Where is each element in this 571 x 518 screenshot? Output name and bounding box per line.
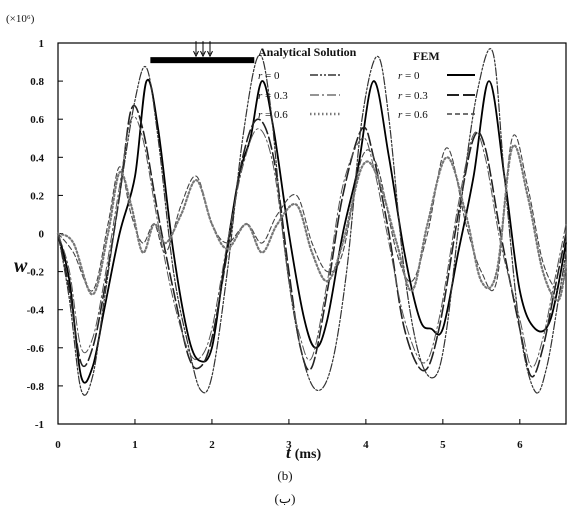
series-line-fem-0 <box>57 78 567 384</box>
load-bar <box>150 57 255 64</box>
series-line-analytical-4 <box>57 115 567 368</box>
legend: Analytical Solution FEM r = 0 r = 0.3 r = … <box>258 45 475 121</box>
x-tick-labels: 0 1 2 3 4 5 6 <box>55 439 523 451</box>
x-tick-label: 6 <box>517 439 523 451</box>
caption-b: (b) <box>277 468 292 483</box>
caption-arabic: (ب) <box>275 491 296 506</box>
series-line-analytical-3 <box>57 48 567 396</box>
y-multiplier-label: (×10⁶) <box>6 13 35 25</box>
y-tick-labels: 1 0.8 0.6 0.4 0.2 0 -0.2 -0.4 -0.6 -0.8 -1 <box>27 38 45 431</box>
y-tick-label: 0 <box>39 229 45 241</box>
legend-heading-analytical: Analytical Solution <box>258 45 357 59</box>
x-tick-label: 1 <box>132 439 138 451</box>
analytical-legend-label: r = 0.6 <box>258 109 288 121</box>
x-tick-label: 4 <box>363 439 369 451</box>
y-tick-label: -0.8 <box>27 381 45 393</box>
fem-legend-label: r = 0.3 <box>398 90 428 102</box>
y-tick-label: 1 <box>39 38 45 50</box>
analytical-legend-label: r = 0 <box>258 70 280 82</box>
y-axis-title: w <box>14 255 28 277</box>
legend-heading-fem: FEM <box>413 49 440 63</box>
x-axis-title: t (ms) <box>286 443 322 462</box>
fem-legend-label: r = 0.6 <box>398 109 428 121</box>
series-line-fem-2 <box>57 134 567 292</box>
y-tick-label: -0.4 <box>27 305 45 317</box>
x-tick-label: 5 <box>440 439 446 451</box>
y-tick-label: 0.8 <box>30 76 44 88</box>
y-tick-label: -1 <box>35 419 44 431</box>
load-arrow-head <box>207 50 213 58</box>
fem-legend-label: r = 0 <box>398 70 420 82</box>
series-layer <box>56 48 568 396</box>
load-indicator <box>150 41 255 64</box>
x-tick-label: 3 <box>286 439 292 451</box>
y-tick-label: 0.4 <box>30 152 44 164</box>
y-tick-label: -0.6 <box>27 343 45 355</box>
y-tick-marks <box>58 42 63 425</box>
y-tick-label: 0.6 <box>30 114 44 126</box>
y-tick-label: 0.2 <box>30 190 44 202</box>
series-line-fem-1 <box>57 104 567 378</box>
load-arrow-head <box>193 50 199 58</box>
y-tick-label: -0.2 <box>27 267 45 279</box>
series-line-analytical-5 <box>56 144 568 302</box>
analytical-legend-label: r = 0.3 <box>258 90 288 102</box>
x-tick-label: 0 <box>55 439 61 451</box>
load-arrow-head <box>200 50 206 58</box>
x-tick-marks <box>57 419 521 424</box>
x-tick-label: 2 <box>209 439 215 451</box>
